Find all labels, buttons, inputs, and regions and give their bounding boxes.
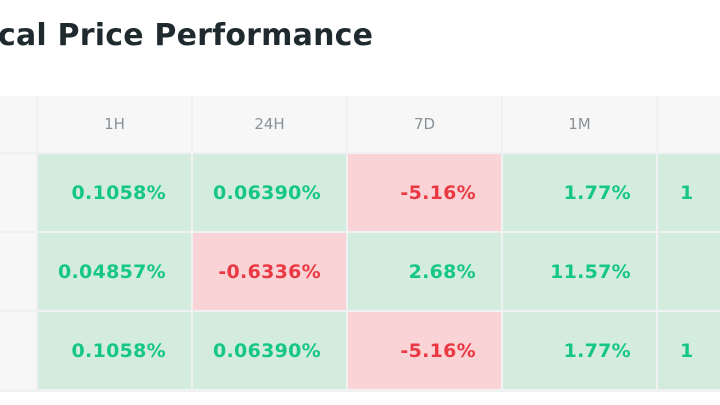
value-cell: -5.16% [348, 312, 501, 389]
value-cell: -5.16% [348, 154, 501, 231]
value-cell-partial: 1 [658, 154, 720, 231]
value-cell-partial: 1 [658, 312, 720, 389]
value-cell: 0.04857% [38, 233, 191, 310]
row-label-cell [0, 233, 36, 310]
value-cell: 0.06390% [193, 312, 346, 389]
column-header-partial [658, 96, 720, 152]
column-header-1m: 1M [503, 96, 656, 152]
column-header-1h: 1H [38, 96, 191, 152]
column-header-24h: 24H [193, 96, 346, 152]
value-cell: 1.77% [503, 154, 656, 231]
value-cell-partial [658, 233, 720, 310]
page-title: cal Price Performance [0, 18, 374, 53]
value-cell: 2.68% [348, 233, 501, 310]
value-cell: 0.1058% [38, 312, 191, 389]
value-cell: 0.1058% [38, 154, 191, 231]
value-cell: 1.77% [503, 312, 656, 389]
value-cell: -0.6336% [193, 233, 346, 310]
value-cell: 11.57% [503, 233, 656, 310]
header-corner-cell [0, 96, 36, 152]
column-header-7d: 7D [348, 96, 501, 152]
row-label-cell [0, 312, 36, 389]
row-label-cell [0, 154, 36, 231]
value-cell: 0.06390% [193, 154, 346, 231]
price-performance-table: 1H 24H 7D 1M 0.1058% 0.06390% -5.16% 1.7… [0, 96, 720, 392]
